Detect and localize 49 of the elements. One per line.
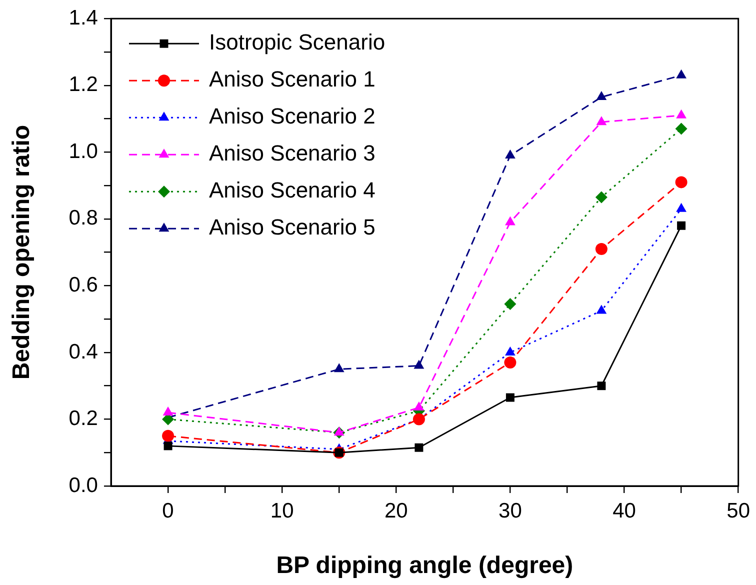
point xyxy=(596,304,607,314)
point xyxy=(414,402,424,411)
legend-label: Aniso Scenario 2 xyxy=(209,104,376,129)
point xyxy=(504,356,516,368)
point xyxy=(676,69,686,78)
y-tick-label: 0.8 xyxy=(68,206,98,230)
point xyxy=(505,216,516,226)
y-tick-label: 0.4 xyxy=(68,340,98,364)
y-tick-label: 1.4 xyxy=(68,6,98,30)
y-tick-label: 0.6 xyxy=(68,273,98,296)
y-tick-label: 0.2 xyxy=(68,407,98,430)
x-tick-label: 10 xyxy=(270,499,294,522)
point xyxy=(414,360,424,369)
point xyxy=(676,202,686,212)
point xyxy=(164,442,172,450)
y-axis-title: Bedding opening ratio xyxy=(8,124,36,380)
point xyxy=(595,242,608,255)
point xyxy=(596,116,607,126)
legend-label: Aniso Scenario 4 xyxy=(209,178,376,203)
point xyxy=(677,221,686,230)
point xyxy=(675,122,688,135)
point xyxy=(414,443,424,452)
legend-label: Aniso Scenario 3 xyxy=(209,140,376,166)
point xyxy=(162,430,174,442)
point xyxy=(506,393,514,402)
x-tick-label: 20 xyxy=(384,499,408,522)
point xyxy=(675,176,688,188)
y-tick-label: 1.2 xyxy=(68,73,98,96)
point xyxy=(597,382,606,390)
x-tick-label: 0 xyxy=(162,499,174,522)
point xyxy=(676,109,686,118)
point xyxy=(504,298,516,310)
legend-label: Isotropic Scenario xyxy=(209,30,386,55)
x-tick-label: 30 xyxy=(498,499,522,522)
y-tick-label: 1.0 xyxy=(68,140,98,163)
point xyxy=(595,191,608,204)
x-axis-title: BP dipping angle (degree) xyxy=(276,552,574,580)
x-tick-label: 40 xyxy=(612,499,636,522)
text: 0.0 xyxy=(68,474,98,497)
point xyxy=(334,426,344,436)
point xyxy=(596,91,607,100)
legend-label: Aniso Scenario 1 xyxy=(209,66,376,92)
x-tick-label: 50 xyxy=(726,499,750,522)
point xyxy=(412,413,425,426)
point xyxy=(505,346,516,356)
point xyxy=(505,149,516,158)
point xyxy=(162,406,174,416)
point xyxy=(334,363,344,372)
legend-label: Aniso Scenario 5 xyxy=(209,214,376,240)
